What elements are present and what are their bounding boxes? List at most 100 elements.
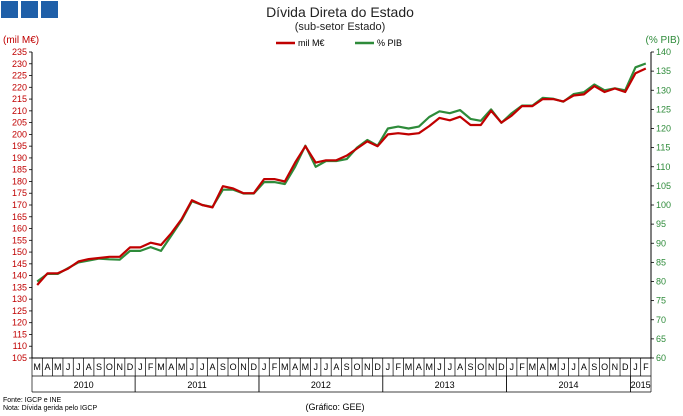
x-month-label: O bbox=[353, 362, 360, 372]
y-left-tick-label: 150 bbox=[12, 247, 27, 257]
y-left-tick-label: 215 bbox=[12, 94, 27, 104]
x-month-label: M bbox=[178, 362, 186, 372]
x-month-label: J bbox=[138, 362, 143, 372]
y-left-tick-label: 180 bbox=[12, 176, 27, 186]
x-month-label: O bbox=[601, 362, 608, 372]
y-left-tick-label: 170 bbox=[12, 200, 27, 210]
x-year-label: 2013 bbox=[435, 380, 455, 390]
y-right-tick-label: 130 bbox=[656, 85, 671, 95]
x-month-label: J bbox=[200, 362, 205, 372]
x-month-label: N bbox=[488, 362, 495, 372]
y-right-tick-label: 60 bbox=[656, 353, 666, 363]
x-month-label: J bbox=[633, 362, 638, 372]
x-year-label: 2015 bbox=[631, 380, 651, 390]
y-right-tick-label: 90 bbox=[656, 238, 666, 248]
y-right-tick-label: 65 bbox=[656, 334, 666, 344]
y-right-tick-label: 125 bbox=[656, 104, 671, 114]
chart-subtitle: (sub-setor Estado) bbox=[295, 21, 385, 33]
y-left-tick-label: 125 bbox=[12, 306, 27, 316]
y-left-tick-label: 110 bbox=[13, 341, 27, 351]
y-left-tick-label: 230 bbox=[12, 59, 27, 69]
x-month-label: A bbox=[210, 362, 216, 372]
y-left-tick-label: 160 bbox=[12, 224, 27, 234]
x-month-label: J bbox=[437, 362, 442, 372]
x-month-label: O bbox=[106, 362, 113, 372]
y-left-tick-label: 135 bbox=[12, 282, 27, 292]
x-month-label: N bbox=[240, 362, 247, 372]
x-month-label: J bbox=[448, 362, 453, 372]
chart-credit: (Gráfico: GEE) bbox=[305, 402, 364, 412]
y-left-tick-label: 205 bbox=[12, 118, 27, 128]
y-axis-right-label: (% PIB) bbox=[646, 35, 680, 46]
y-right-tick-label: 120 bbox=[656, 124, 671, 134]
x-month-label: J bbox=[386, 362, 391, 372]
x-month-label: D bbox=[251, 362, 258, 372]
x-month-label: S bbox=[96, 362, 102, 372]
x-month-label: D bbox=[622, 362, 629, 372]
legend-label-pct-pib: % PIB bbox=[377, 38, 402, 48]
y-left-tick-label: 195 bbox=[12, 141, 27, 151]
x-month-label: J bbox=[76, 362, 81, 372]
x-month-label: J bbox=[190, 362, 195, 372]
y-left-tick-label: 165 bbox=[12, 212, 27, 222]
series-line-mil-meur bbox=[36, 67, 647, 286]
legend: mil M€ % PIB bbox=[276, 38, 402, 48]
x-month-label: A bbox=[86, 362, 92, 372]
x-month-label: M bbox=[425, 362, 433, 372]
y-right-tick-label: 95 bbox=[656, 219, 666, 229]
x-month-label: A bbox=[416, 362, 422, 372]
x-month-label: D bbox=[374, 362, 381, 372]
x-month-label: N bbox=[116, 362, 123, 372]
x-month-label: A bbox=[540, 362, 546, 372]
x-month-label: F bbox=[643, 362, 649, 372]
y-right-tick-label: 110 bbox=[656, 162, 670, 172]
x-month-label: M bbox=[54, 362, 62, 372]
y-left-tick-label: 145 bbox=[12, 259, 27, 269]
y-axis-left-label: (mil M€) bbox=[3, 35, 39, 46]
x-month-label: J bbox=[324, 362, 329, 372]
x-month-label: J bbox=[66, 362, 71, 372]
x-month-label: M bbox=[549, 362, 557, 372]
x-month-label: D bbox=[498, 362, 505, 372]
x-month-label: M bbox=[281, 362, 289, 372]
y-right-tick-label: 70 bbox=[656, 315, 666, 325]
x-month-label: M bbox=[529, 362, 537, 372]
x-month-label: N bbox=[364, 362, 371, 372]
y-right-tick-label: 140 bbox=[656, 47, 671, 57]
chart-title: Dívida Direta do Estado bbox=[266, 4, 414, 20]
x-month-label: M bbox=[157, 362, 165, 372]
y-left-tick-label: 210 bbox=[12, 106, 27, 116]
y-left-tick-label: 120 bbox=[12, 318, 27, 328]
y-left-tick-label: 225 bbox=[12, 71, 27, 81]
y-left-tick-label: 220 bbox=[12, 82, 27, 92]
legend-label-mil-meur: mil M€ bbox=[298, 38, 325, 48]
x-month-label: A bbox=[333, 362, 339, 372]
gee-logo-icon bbox=[1, 1, 58, 18]
y-right-tick-label: 85 bbox=[656, 257, 666, 267]
x-month-label: F bbox=[395, 362, 401, 372]
y-left-tick-label: 190 bbox=[12, 153, 27, 163]
x-month-label: A bbox=[457, 362, 463, 372]
y-right-tick-label: 75 bbox=[656, 296, 666, 306]
y-left-tick-label: 115 bbox=[13, 329, 27, 339]
y-left-tick-label: 185 bbox=[12, 165, 27, 175]
x-year-label: 2011 bbox=[187, 380, 206, 390]
x-month-label: A bbox=[168, 362, 174, 372]
x-month-label: M bbox=[405, 362, 413, 372]
x-month-label: J bbox=[561, 362, 566, 372]
y-left-tick-label: 155 bbox=[12, 235, 27, 245]
x-month-label: M bbox=[302, 362, 310, 372]
x-month-label: S bbox=[344, 362, 350, 372]
x-month-label: A bbox=[292, 362, 298, 372]
y-left-tick-label: 235 bbox=[12, 47, 27, 57]
x-month-label: N bbox=[612, 362, 619, 372]
source-note: Fonte: IGCP e INE bbox=[3, 397, 62, 404]
x-month-label: J bbox=[571, 362, 576, 372]
x-month-label: F bbox=[519, 362, 525, 372]
x-month-label: S bbox=[220, 362, 226, 372]
y-left-tick-label: 130 bbox=[12, 294, 27, 304]
y-left-tick-label: 175 bbox=[12, 188, 27, 198]
y-left-tick-label: 105 bbox=[12, 353, 27, 363]
x-month-label: O bbox=[230, 362, 237, 372]
